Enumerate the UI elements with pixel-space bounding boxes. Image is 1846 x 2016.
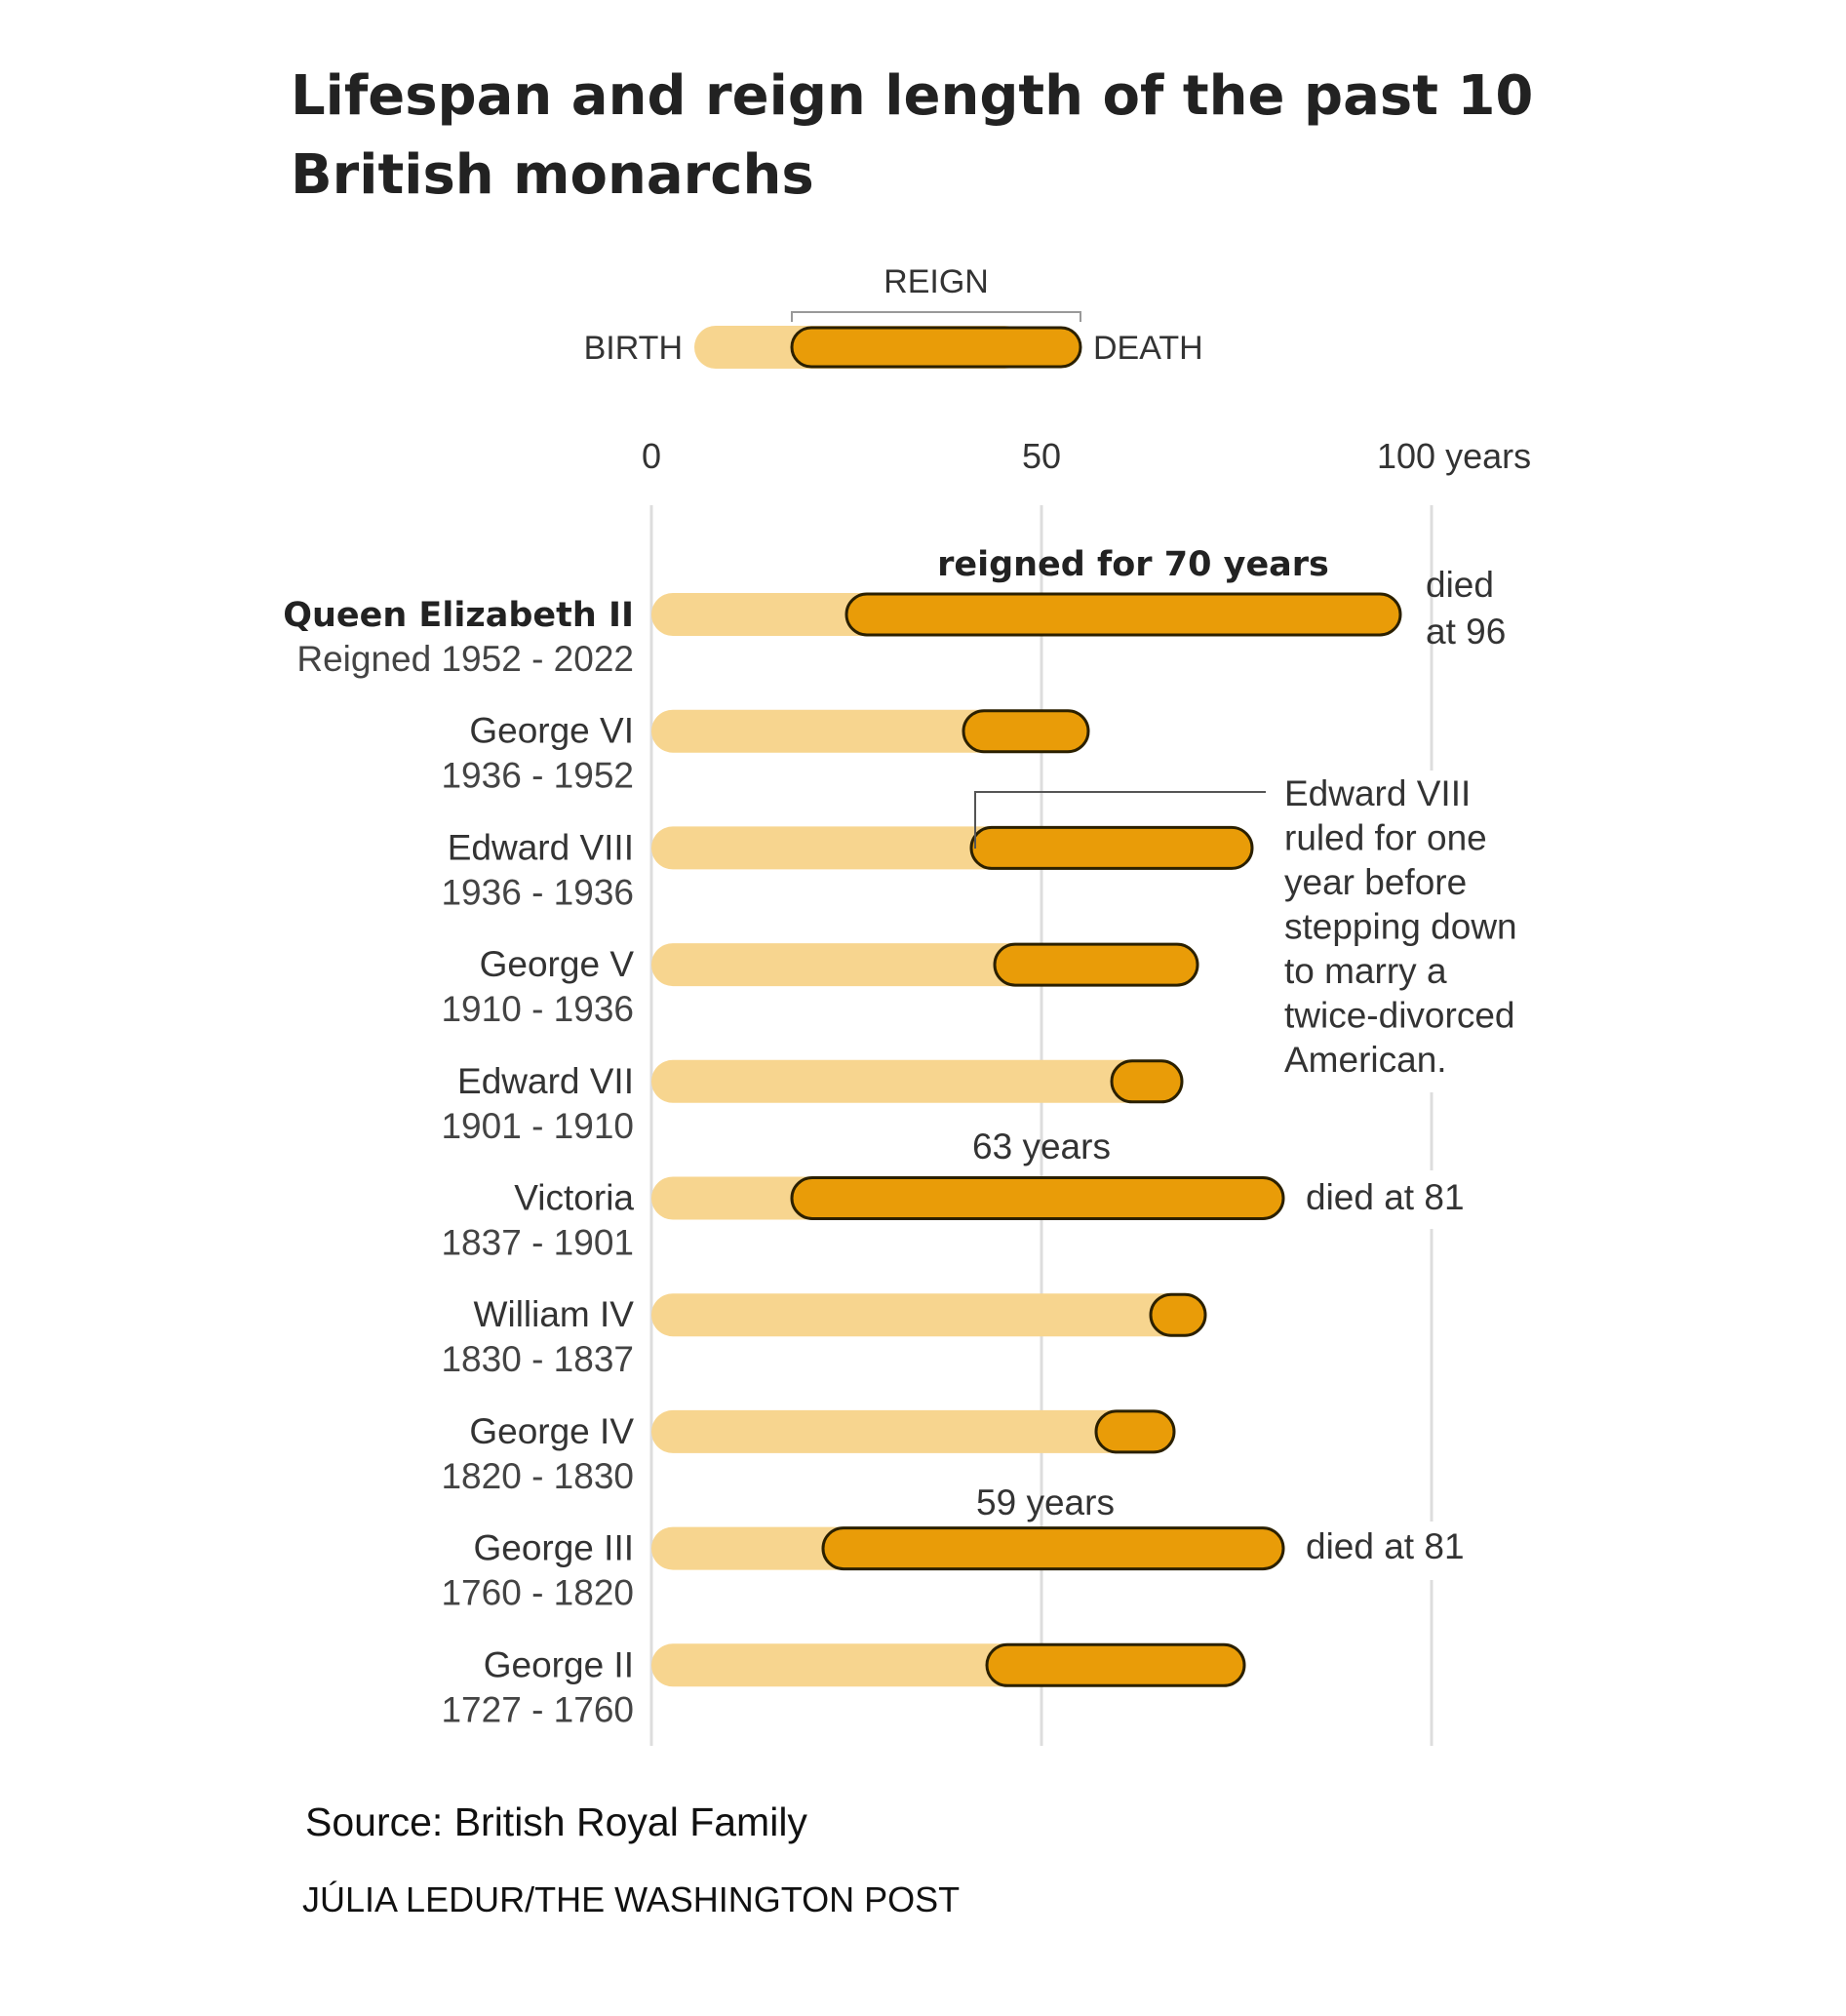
monarch-years-george-vi: 1936 - 1952 [441,756,634,796]
monarch-name-william-iv: William IV [474,1294,635,1334]
reign-bar-george-ii [985,1642,1246,1687]
elizabeth-reign-annotation: reigned for 70 years [937,545,1329,584]
row-george-vi: George VI 1936 - 1952 [441,709,1090,796]
monarch-years-edward-viii: 1936 - 1936 [441,872,634,912]
monarch-years-william-iv: 1830 - 1837 [441,1339,634,1379]
monarch-name-george-vi: George VI [469,711,634,751]
monarch-name-edward-viii: Edward VIII [448,827,634,867]
monarch-rows: Queen Elizabeth II Reigned 1952 - 2022 Geo… [283,592,1402,1729]
monarch-name-george-ii: George II [484,1644,634,1684]
legend: REIGN BIRTH DEATH [584,263,1203,369]
edward-viii-note-line-2: ruled for one [1284,818,1487,858]
legend-reign-bracket [791,311,1081,322]
reign-bar-victoria [790,1176,1285,1220]
row-queen-elizabeth-ii: Queen Elizabeth II Reigned 1952 - 2022 [283,592,1402,679]
edward-viii-note-line-3: year before [1284,862,1467,902]
monarch-years-victoria: 1837 - 1901 [441,1223,634,1263]
source-note: Source: British Royal Family [305,1799,807,1844]
chart-title-line-1: Lifespan and reign length of the past 10 [291,64,1533,128]
monarch-name-george-v: George V [480,944,635,984]
monarch-name-edward-vii: Edward VII [457,1061,634,1101]
row-edward-viii: Edward VIII 1936 - 1936 [441,825,1254,912]
monarch-years-george-ii: 1727 - 1760 [441,1689,634,1729]
lifespan-bar-george-iv [651,1409,1174,1453]
victoria-reign-annotation: 63 years [972,1127,1111,1166]
edward-viii-leader-line [974,791,1266,849]
legend-reign-bar [790,326,1082,369]
x-tick-label-50: 50 [1022,436,1061,476]
legend-birth-label: BIRTH [584,330,683,367]
reign-bar-george-v [993,942,1199,987]
elizabeth-death-annotation-line-1: died [1426,565,1494,605]
legend-reign-label: REIGN [884,263,989,300]
row-edward-vii: Edward VII 1901 - 1910 [441,1059,1184,1146]
monarch-years-george-iii: 1760 - 1820 [441,1573,634,1613]
reign-bar-edward-vii [1110,1059,1184,1104]
lifespan-bar-edward-vii [651,1059,1182,1103]
edward-viii-note-line-5: to marry a [1284,951,1447,991]
credit-line: JÚLIA LEDUR/THE WASHINGTON POST [302,1879,960,1919]
lifespan-bar-william-iv [651,1293,1205,1337]
victoria-death-background [1297,1170,1492,1229]
annotations: reigned for 70 years died at 96 Edward V… [937,545,1531,1580]
row-george-iv: George IV 1820 - 1830 [441,1409,1176,1496]
george-iii-death-background [1297,1522,1492,1580]
chart-title-line-2: British monarchs [291,143,814,207]
monarch-name-victoria: Victoria [514,1178,634,1218]
edward-viii-note-background [1268,771,1531,1092]
edward-viii-note-line-7: American. [1284,1040,1447,1080]
x-tick-label-100: 100 years [1377,436,1531,476]
edward-viii-note-line-6: twice-divorced [1284,996,1514,1036]
victoria-death-annotation: died at 81 [1306,1177,1465,1217]
reign-bar-george-iii [821,1526,1285,1571]
monarch-name-george-iii: George III [473,1528,634,1568]
george-iii-reign-annotation: 59 years [976,1482,1115,1522]
monarch-years-george-iv: 1820 - 1830 [441,1456,634,1496]
elizabeth-death-annotation-line-2: at 96 [1426,612,1506,652]
edward-viii-note-line-4: stepping down [1284,907,1517,947]
monarch-years-queen-elizabeth-ii: Reigned 1952 - 2022 [296,639,634,679]
legend-death-label: DEATH [1093,330,1203,367]
monarch-years-edward-vii: 1901 - 1910 [441,1106,634,1146]
reign-bar-george-iv [1094,1409,1176,1454]
george-iii-death-annotation: died at 81 [1306,1526,1465,1566]
row-george-v: George V 1910 - 1936 [441,942,1199,1029]
reign-bar-william-iv [1149,1292,1207,1337]
x-axis: 0 50 100 years [642,436,1531,476]
row-victoria: Victoria 1837 - 1901 [441,1176,1285,1263]
monarch-name-george-iv: George IV [469,1411,634,1451]
edward-viii-note-line-1: Edward VIII [1284,773,1471,813]
row-george-iii: George III 1760 - 1820 [441,1526,1285,1613]
monarch-name-queen-elizabeth-ii: Queen Elizabeth II [283,596,634,635]
row-george-ii: George II 1727 - 1760 [441,1642,1246,1729]
monarch-years-george-v: 1910 - 1936 [441,989,634,1029]
x-tick-label-0: 0 [642,436,661,476]
reign-bar-edward-viii [969,825,1254,870]
row-william-iv: William IV 1830 - 1837 [441,1292,1207,1379]
reign-bar-queen-elizabeth-ii [844,592,1402,637]
reign-bar-george-vi [962,709,1090,754]
